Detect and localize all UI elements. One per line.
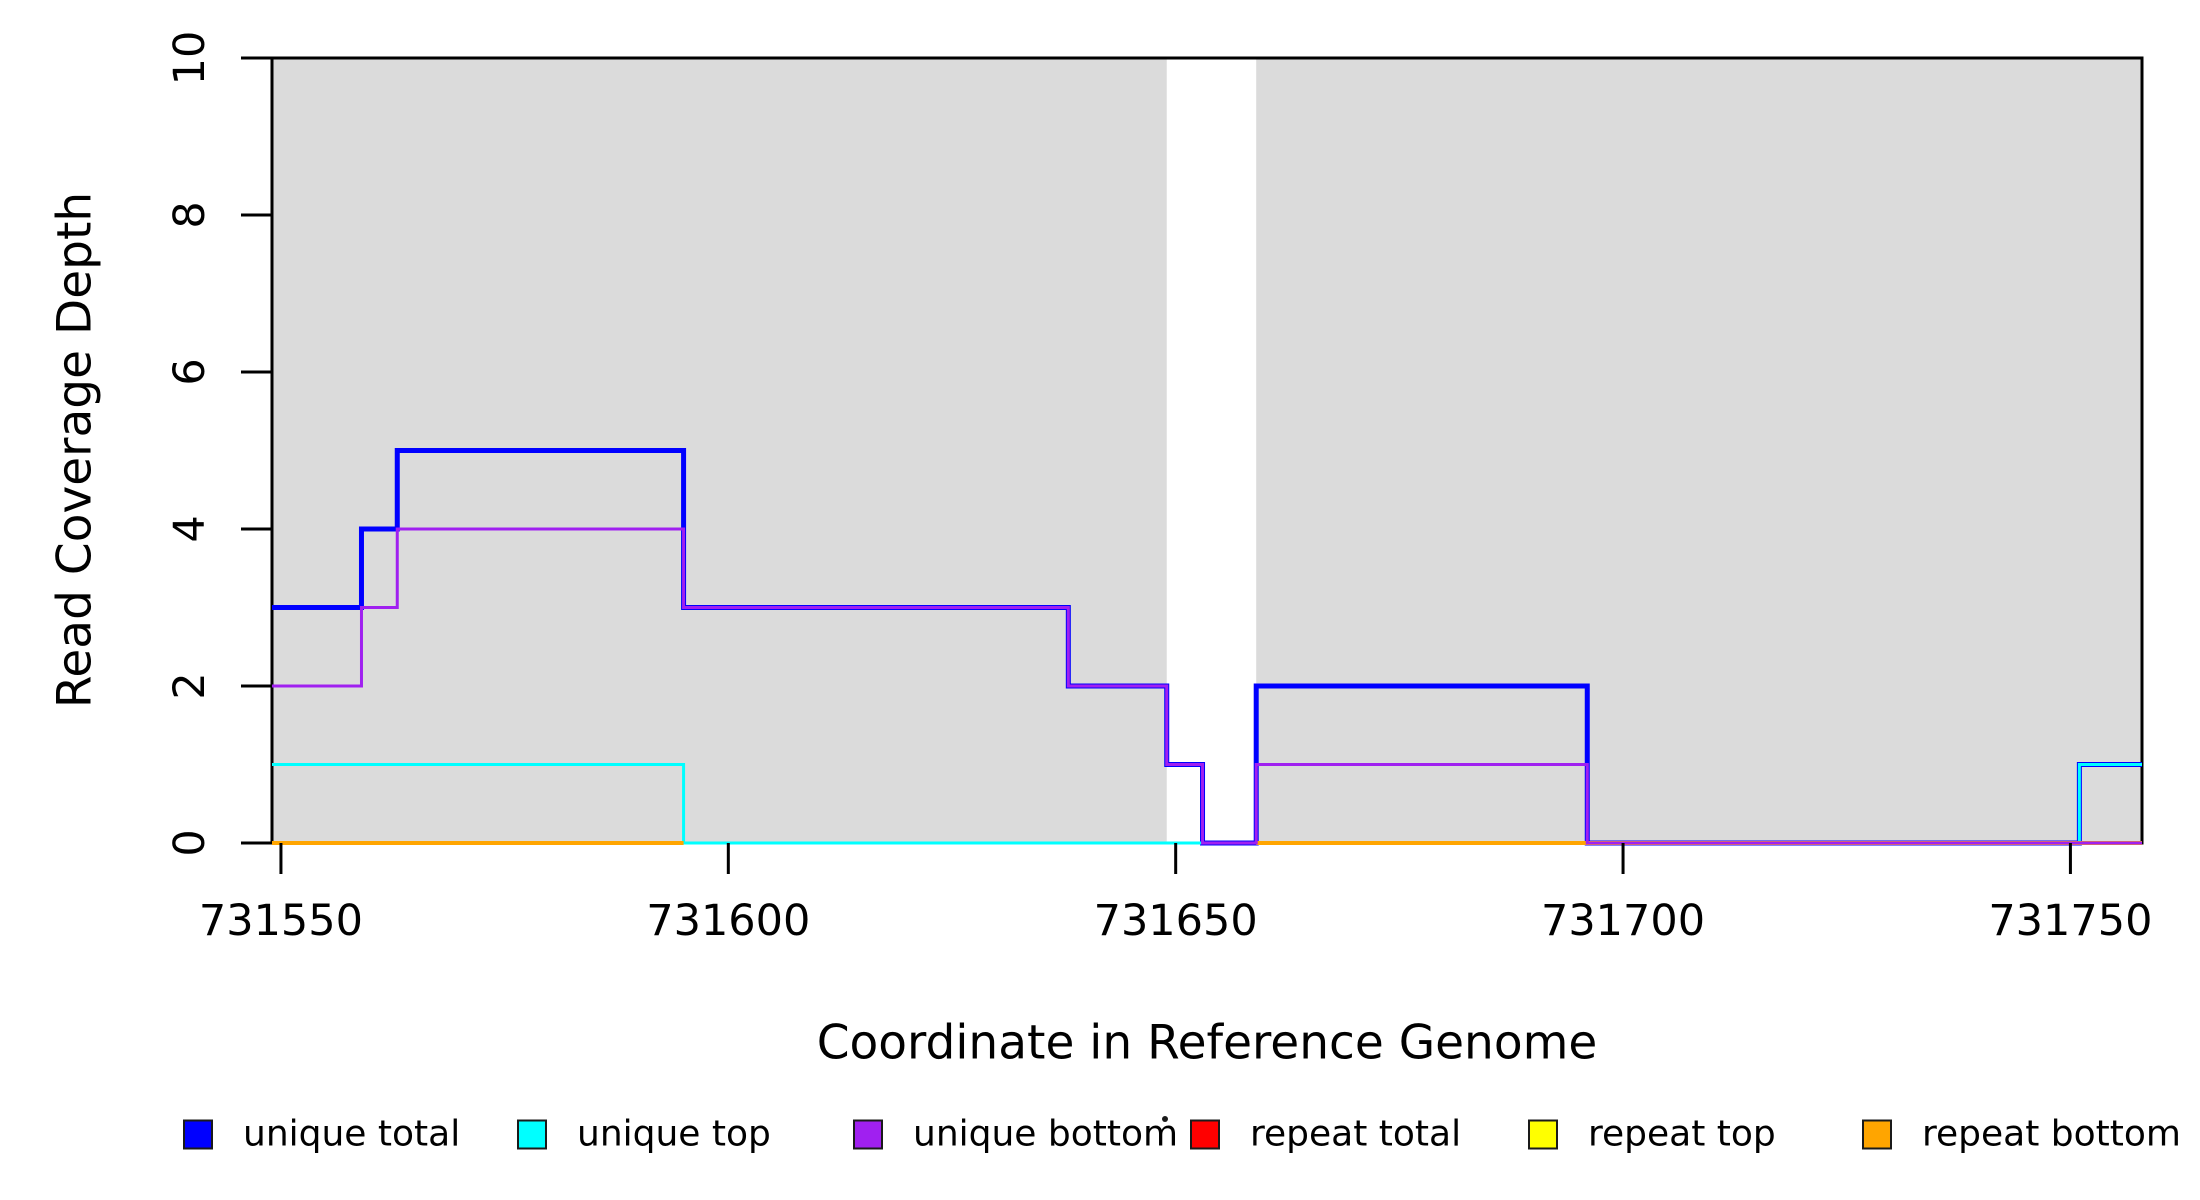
x-tick-label: 731650 xyxy=(1093,896,1258,946)
legend-label: repeat bottom xyxy=(1922,1113,2181,1155)
x-tick-label: 731700 xyxy=(1540,896,1706,946)
x-axis-title: Coordinate in Reference Genome xyxy=(816,1015,1598,1071)
x-tick-label: 731550 xyxy=(198,896,364,946)
legend-item-unique-total: unique total xyxy=(183,1114,460,1155)
legend-label: repeat total xyxy=(1250,1113,1462,1155)
series-lines xyxy=(272,448,2142,846)
series-line-unique-bottom xyxy=(272,527,2142,845)
y-axis-title: Read Coverage Depth xyxy=(47,191,103,709)
x-tick-label: 731600 xyxy=(646,896,811,946)
legend-item-repeat-total: repeat total xyxy=(1190,1114,1461,1155)
y-tick-label: 10 xyxy=(165,30,215,86)
legend-swatch-unique-bottom xyxy=(853,1119,883,1149)
stray-dot xyxy=(1162,1116,1168,1122)
y-tick-label: 4 xyxy=(165,515,215,543)
repeat-region-shading xyxy=(1256,58,2142,843)
legend-item-unique-bottom: unique bottom xyxy=(853,1114,1178,1155)
legend-item-repeat-top: repeat top xyxy=(1528,1114,1776,1155)
legend-swatch-unique-top xyxy=(517,1119,547,1149)
legend-swatch-unique-total xyxy=(183,1119,213,1149)
legend-swatch-repeat-bottom xyxy=(1862,1119,1892,1149)
y-tick-label: 0 xyxy=(165,829,215,857)
legend-label: unique top xyxy=(577,1113,771,1155)
legend-swatch-repeat-top xyxy=(1528,1119,1558,1149)
legend-label: unique bottom xyxy=(913,1113,1179,1155)
legend-label: unique total xyxy=(243,1113,461,1155)
y-tick-label: 6 xyxy=(165,358,215,386)
legend-item-unique-top: unique top xyxy=(517,1114,771,1155)
legend-label: repeat top xyxy=(1588,1113,1776,1155)
legend-item-repeat-bottom: repeat bottom xyxy=(1862,1114,2181,1155)
legend-swatch-repeat-total xyxy=(1190,1119,1220,1149)
y-tick-label: 8 xyxy=(165,201,215,229)
x-tick-label: 731750 xyxy=(1988,896,2153,946)
y-tick-label: 2 xyxy=(165,672,215,700)
